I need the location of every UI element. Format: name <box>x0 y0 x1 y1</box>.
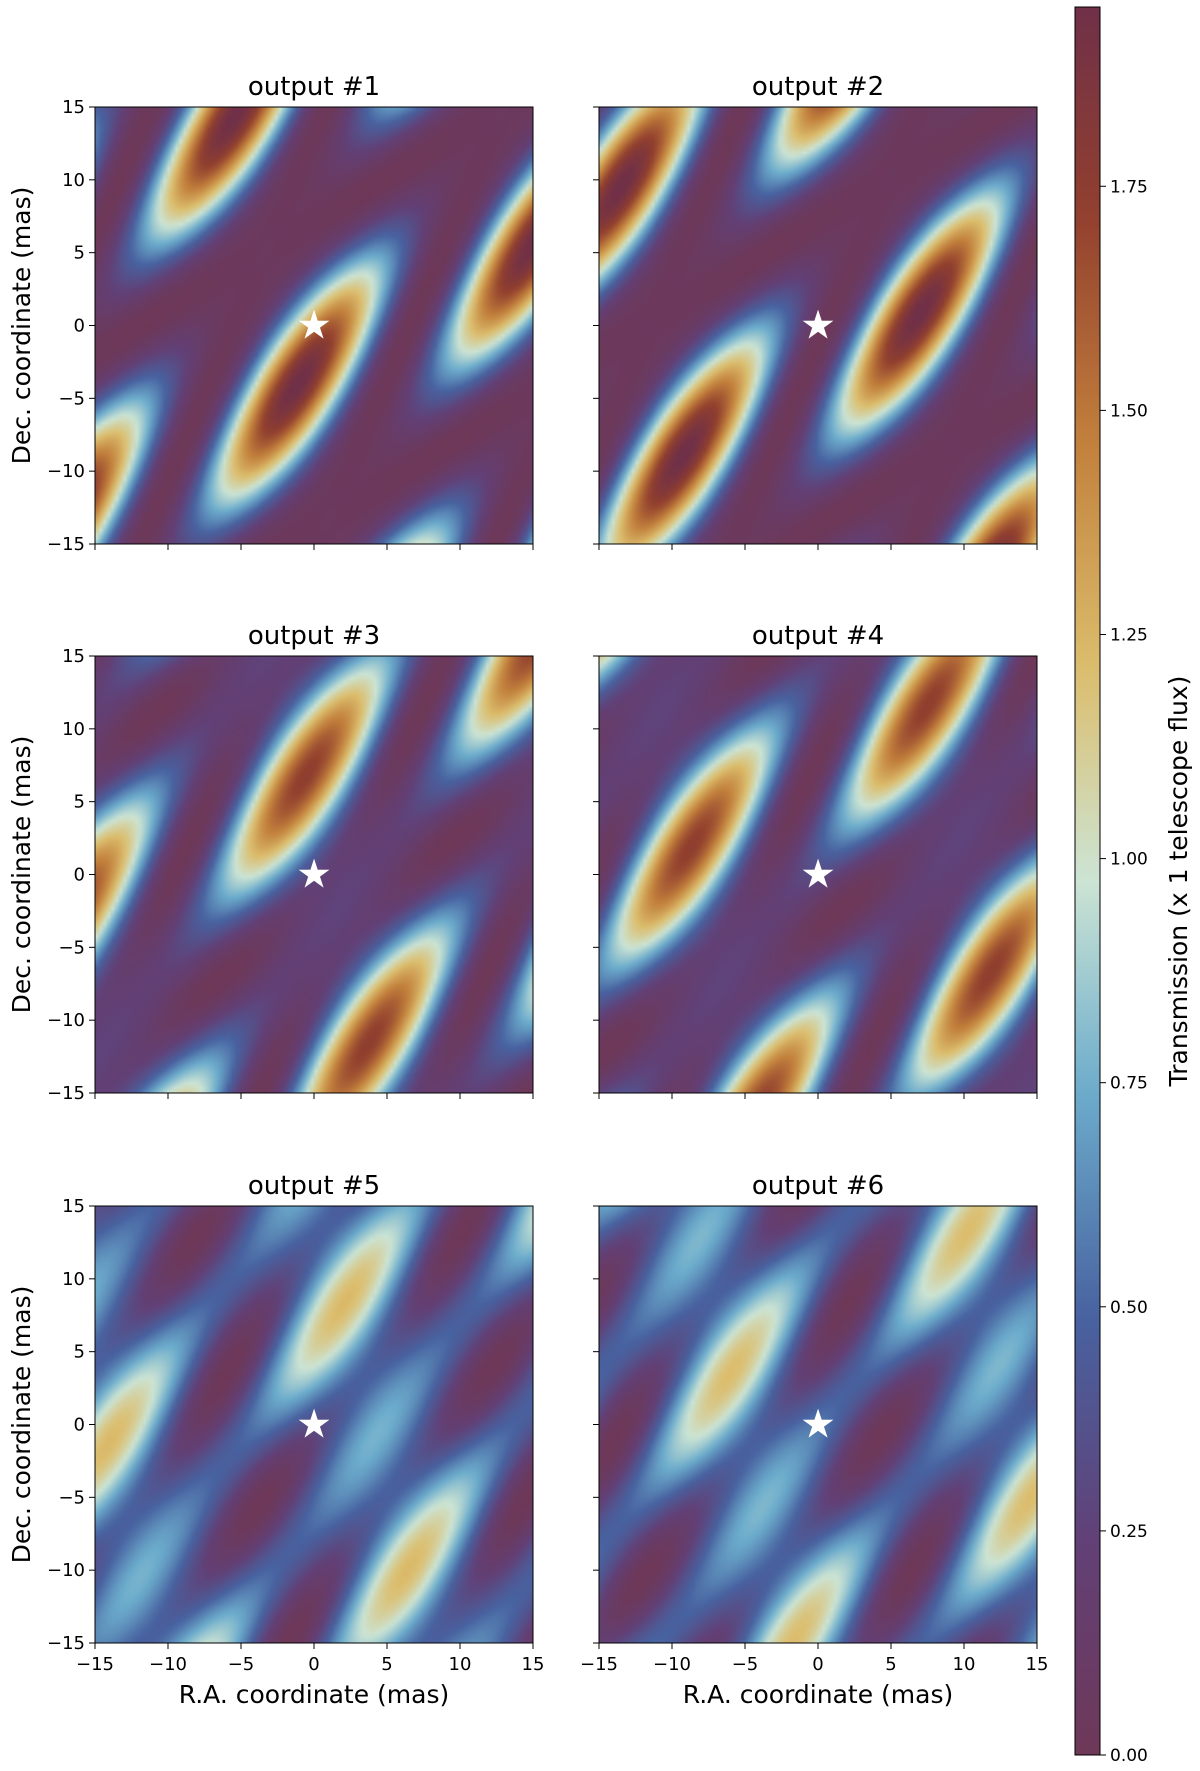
x-tick-label: 5 <box>885 1654 896 1675</box>
panel-title: output #6 <box>752 1171 884 1201</box>
y-tick-label: −10 <box>47 461 85 482</box>
heatmap-image <box>95 1206 533 1643</box>
panel-title: output #4 <box>752 621 884 651</box>
x-tick-label: −5 <box>228 1654 255 1675</box>
star-marker-icon: ★ <box>296 852 332 898</box>
colorbar-tick-label: 0.75 <box>1110 1074 1148 1094</box>
x-tick-label: 10 <box>449 1654 472 1675</box>
x-tick-label: 15 <box>1026 1654 1049 1675</box>
colorbar-gradient <box>1075 7 1100 1755</box>
y-tick-label: −5 <box>58 1487 85 1508</box>
star-marker-icon: ★ <box>800 1402 836 1448</box>
heatmap-image <box>599 656 1037 1093</box>
x-tick-label: 0 <box>812 1654 823 1675</box>
x-tick-label: −10 <box>653 1654 691 1675</box>
panel-output-6: output #6 ★ −15 −10 −5 0 5 10 15 R.A. coordinate … <box>580 1171 1048 1709</box>
x-tick-label: 10 <box>953 1654 976 1675</box>
x-tick-label: 15 <box>522 1654 545 1675</box>
colorbar-tick-label: 0.25 <box>1110 1522 1148 1542</box>
y-tick-label: 10 <box>62 719 85 740</box>
colorbar-tick-label: 1.00 <box>1110 850 1148 870</box>
x-tick-label: 0 <box>308 1654 319 1675</box>
panel-output-1: output #1 ★ −15 −10 −5 0 5 10 15 Dec. coordinate … <box>7 72 534 555</box>
heatmap-image <box>599 107 1037 544</box>
y-tick-label: 5 <box>74 243 85 264</box>
star-marker-icon: ★ <box>800 303 836 349</box>
y-axis-label: Dec. coordinate (mas) <box>7 187 36 465</box>
panel-output-5: output #5 ★ −15 −10 −5 0 5 10 15 −15 −10 −5 0 5 10 15 R.… <box>7 1171 544 1709</box>
y-tick-label: 10 <box>62 1269 85 1290</box>
x-axis-label: R.A. coordinate (mas) <box>683 1680 953 1709</box>
star-marker-icon: ★ <box>296 1402 332 1448</box>
colorbar: 0.00 0.25 0.50 0.75 1.00 1.25 1.50 1.75 Transmis… <box>1074 6 1193 1766</box>
star-marker-icon: ★ <box>800 852 836 898</box>
colorbar-label: Transmission (x 1 telescope flux) <box>1164 676 1193 1088</box>
y-tick-label: −15 <box>47 1633 85 1654</box>
y-tick-label: −5 <box>58 937 85 958</box>
y-tick-label: −15 <box>47 1083 85 1104</box>
panel-title: output #2 <box>752 72 884 102</box>
y-axis-label: Dec. coordinate (mas) <box>7 736 36 1014</box>
panel-title: output #1 <box>248 72 380 102</box>
y-axis-label: Dec. coordinate (mas) <box>7 1286 36 1564</box>
y-tick-label: 15 <box>62 646 85 667</box>
y-tick-label: −15 <box>47 534 85 555</box>
y-tick-label: 15 <box>62 97 85 118</box>
x-tick-label: −15 <box>580 1654 618 1675</box>
colorbar-frame <box>1074 6 1101 1756</box>
x-tick-label: −10 <box>149 1654 187 1675</box>
star-marker-icon: ★ <box>296 303 332 349</box>
y-tick-label: 0 <box>74 1415 85 1436</box>
panel-title: output #3 <box>248 621 380 651</box>
y-tick-label: 5 <box>74 792 85 813</box>
colorbar-tick-label: 1.75 <box>1110 177 1148 197</box>
panel-output-2: output #2 ★ <box>593 72 1038 550</box>
y-tick-label: 5 <box>74 1342 85 1363</box>
colorbar-tick-label: 0.50 <box>1110 1298 1148 1318</box>
panel-output-4: output #4 ★ <box>593 621 1038 1099</box>
colorbar-tick-label: 1.25 <box>1110 625 1148 645</box>
y-tick-label: −10 <box>47 1560 85 1581</box>
colorbar-tick-label: 0.00 <box>1110 1746 1148 1766</box>
y-tick-label: −10 <box>47 1010 85 1031</box>
colorbar-tick-label: 1.50 <box>1110 401 1148 421</box>
heatmap-image <box>95 107 533 544</box>
x-tick-label: −15 <box>76 1654 114 1675</box>
y-tick-label: −5 <box>58 388 85 409</box>
heatmap-image <box>599 1206 1037 1643</box>
x-tick-label: −5 <box>732 1654 759 1675</box>
y-tick-label: 15 <box>62 1196 85 1217</box>
x-tick-label: 5 <box>381 1654 392 1675</box>
y-tick-label: 0 <box>74 316 85 337</box>
panel-output-3: output #3 ★ −15 −10 −5 0 5 10 15 Dec. coordinate … <box>7 621 534 1104</box>
y-tick-label: 10 <box>62 170 85 191</box>
panel-title: output #5 <box>248 1171 380 1201</box>
heatmap-image <box>95 656 533 1093</box>
y-tick-label: 0 <box>74 865 85 886</box>
x-axis-label: R.A. coordinate (mas) <box>179 1680 449 1709</box>
